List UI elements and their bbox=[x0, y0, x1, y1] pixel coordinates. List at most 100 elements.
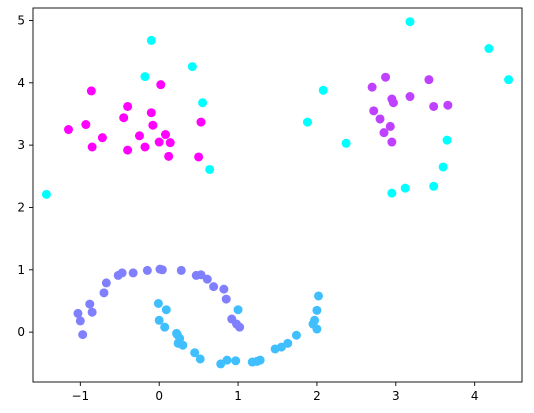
data-point bbox=[314, 291, 324, 301]
data-point bbox=[375, 114, 385, 124]
data-point bbox=[178, 340, 188, 350]
data-point bbox=[291, 330, 301, 340]
data-point bbox=[400, 183, 410, 193]
data-point bbox=[134, 131, 144, 141]
y-axis: 0 1 2 3 4 5 bbox=[17, 13, 33, 339]
y-tick-label: 2 bbox=[17, 200, 25, 214]
data-point bbox=[154, 315, 164, 325]
data-point bbox=[123, 145, 133, 155]
series-0 bbox=[63, 80, 206, 162]
data-point bbox=[255, 355, 265, 365]
y-tick-label: 0 bbox=[17, 325, 25, 339]
data-point bbox=[387, 137, 397, 147]
data-point bbox=[202, 274, 212, 284]
data-point bbox=[161, 130, 170, 140]
data-point bbox=[146, 35, 156, 45]
data-point bbox=[442, 135, 452, 145]
data-point bbox=[86, 86, 96, 96]
data-point bbox=[424, 75, 434, 85]
data-point bbox=[41, 189, 51, 199]
data-point bbox=[97, 133, 107, 143]
data-point bbox=[235, 322, 245, 332]
data-point bbox=[233, 305, 243, 315]
data-point bbox=[140, 72, 150, 82]
data-point bbox=[81, 120, 91, 130]
series-1 bbox=[367, 72, 453, 147]
x-tick-label: 2 bbox=[313, 389, 321, 403]
data-point bbox=[176, 265, 186, 275]
data-point bbox=[123, 101, 133, 111]
y-tick-label: 3 bbox=[17, 138, 25, 152]
x-tick-label: 0 bbox=[155, 389, 163, 403]
data-point bbox=[157, 265, 167, 275]
data-point bbox=[388, 98, 398, 108]
data-point bbox=[484, 44, 494, 54]
data-point bbox=[195, 354, 205, 364]
data-point bbox=[117, 268, 127, 278]
data-point bbox=[405, 92, 415, 102]
series-4 bbox=[153, 291, 324, 369]
x-tick-label: −1 bbox=[71, 389, 89, 403]
data-point bbox=[187, 62, 197, 72]
data-point bbox=[73, 308, 83, 318]
data-point bbox=[196, 117, 206, 127]
y-tick-label: 1 bbox=[17, 263, 25, 277]
data-point bbox=[312, 305, 322, 315]
data-point bbox=[219, 284, 229, 294]
data-point bbox=[63, 125, 73, 135]
data-point bbox=[196, 270, 206, 280]
data-point bbox=[78, 330, 88, 340]
y-tick-label: 5 bbox=[17, 13, 25, 27]
data-point bbox=[156, 80, 166, 90]
data-point bbox=[128, 268, 138, 278]
points-layer bbox=[41, 17, 514, 369]
data-point bbox=[75, 316, 85, 326]
data-point bbox=[148, 120, 158, 130]
data-point bbox=[146, 108, 156, 118]
data-point bbox=[438, 162, 448, 172]
data-point bbox=[87, 307, 97, 317]
data-point bbox=[172, 328, 182, 338]
y-tick-label: 4 bbox=[17, 76, 25, 90]
data-point bbox=[429, 181, 439, 191]
data-point bbox=[405, 17, 415, 27]
data-point bbox=[381, 72, 391, 82]
data-point bbox=[190, 348, 200, 358]
data-point bbox=[385, 121, 395, 131]
data-point bbox=[119, 113, 129, 123]
data-point bbox=[443, 100, 453, 110]
plot-area-frame bbox=[32, 7, 523, 383]
data-point bbox=[231, 356, 241, 366]
series-3 bbox=[73, 264, 245, 340]
data-point bbox=[387, 188, 397, 198]
data-point bbox=[318, 85, 328, 95]
x-axis: −1 0 1 2 3 4 bbox=[71, 382, 478, 403]
series-2 bbox=[41, 17, 514, 199]
data-point bbox=[367, 82, 377, 92]
data-point bbox=[429, 101, 439, 111]
x-tick-label: 3 bbox=[392, 389, 400, 403]
data-point bbox=[87, 142, 97, 152]
data-point bbox=[165, 138, 175, 148]
data-point bbox=[142, 265, 152, 275]
data-point bbox=[160, 322, 170, 332]
data-point bbox=[161, 305, 171, 315]
data-point bbox=[222, 355, 232, 365]
data-point bbox=[379, 128, 389, 138]
data-point bbox=[341, 138, 351, 148]
data-point bbox=[221, 294, 231, 304]
data-point bbox=[504, 75, 514, 85]
x-tick-label: 4 bbox=[471, 389, 479, 403]
data-point bbox=[283, 338, 293, 348]
data-point bbox=[205, 164, 215, 174]
x-tick-label: 1 bbox=[234, 389, 242, 403]
data-point bbox=[198, 98, 208, 108]
data-point bbox=[209, 282, 219, 292]
data-point bbox=[302, 117, 312, 127]
data-point bbox=[153, 298, 163, 308]
data-point bbox=[310, 315, 320, 325]
data-point bbox=[164, 151, 174, 161]
data-point bbox=[194, 152, 204, 162]
data-point bbox=[140, 142, 150, 152]
